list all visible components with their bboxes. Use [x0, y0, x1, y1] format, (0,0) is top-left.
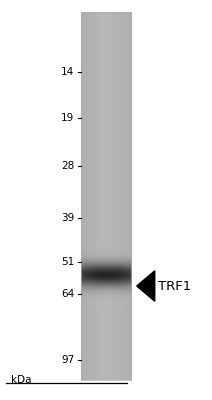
Text: 39: 39 — [61, 213, 74, 223]
Text: kDa: kDa — [11, 375, 31, 385]
Text: 19: 19 — [61, 113, 74, 123]
Polygon shape — [137, 271, 155, 301]
Text: 97: 97 — [61, 355, 74, 365]
Text: TRF1: TRF1 — [158, 280, 191, 292]
Text: 28: 28 — [61, 161, 74, 171]
Text: 14: 14 — [61, 67, 74, 77]
Text: 64: 64 — [61, 289, 74, 299]
Bar — [81, 12, 131, 380]
Text: 51: 51 — [61, 257, 74, 267]
